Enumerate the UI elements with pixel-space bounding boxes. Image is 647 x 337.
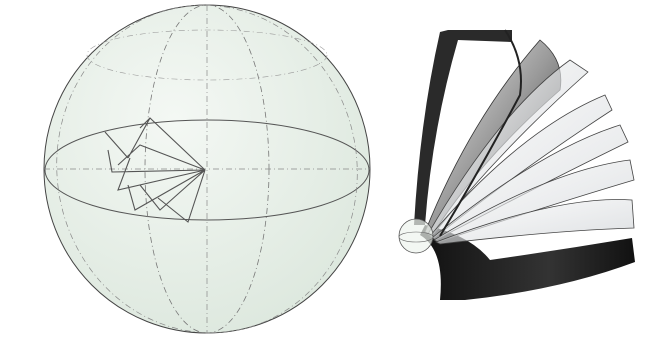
linkage <box>104 117 206 223</box>
sphere <box>43 4 371 334</box>
fan-mechanism <box>398 29 635 300</box>
